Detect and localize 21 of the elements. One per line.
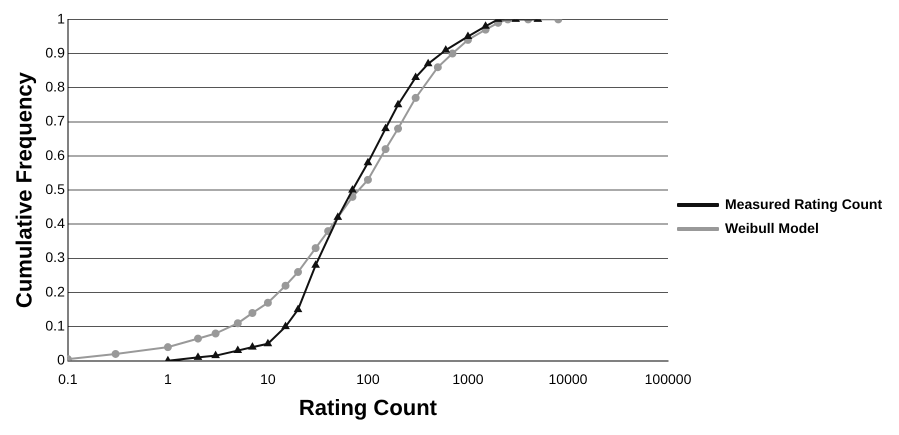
y-tick-label: 0.9 <box>45 44 66 60</box>
y-tick-label: 1 <box>57 10 66 26</box>
y-tick-label: 0.5 <box>45 180 66 197</box>
y-tick-label: 0.7 <box>45 112 66 129</box>
legend-label: Weibull Model <box>725 220 819 236</box>
y-tick-label: 0.6 <box>45 146 66 163</box>
y-tick-label: 0.4 <box>45 215 66 232</box>
y-tick-label: 0.2 <box>45 283 66 300</box>
y-axis-title: Cumulative Frequency <box>11 71 36 308</box>
x-tick-label: 100 <box>356 371 380 388</box>
x-tick-label: 100000 <box>644 371 692 388</box>
y-tick-label: 0.8 <box>45 78 66 95</box>
x-tick-label: 1000 <box>452 371 484 388</box>
legend-label: Measured Rating Count <box>725 196 882 212</box>
x-tick-label: 1 <box>164 371 172 388</box>
y-tick-label: 0.3 <box>45 249 66 266</box>
x-tick-label: 10 <box>260 371 276 388</box>
x-tick-label: 10000 <box>548 371 588 388</box>
x-axis-title: Rating Count <box>298 394 438 420</box>
y-tick-label: 0 <box>57 352 66 368</box>
y-tick-label: 0.1 <box>45 318 66 334</box>
